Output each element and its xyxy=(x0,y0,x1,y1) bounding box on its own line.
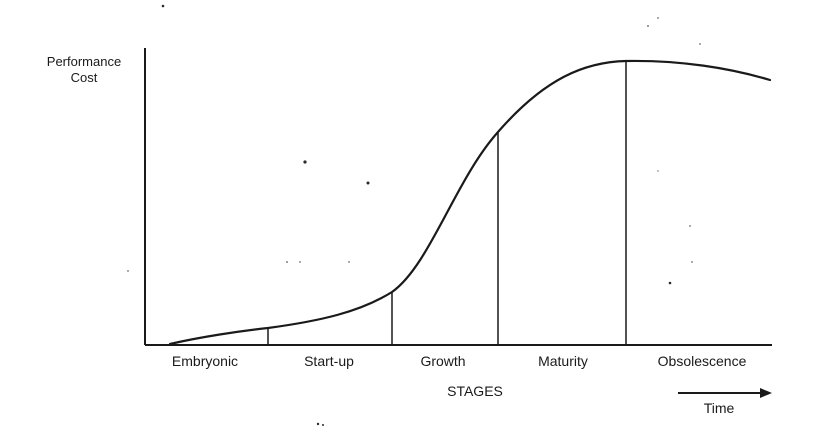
stage-label-start-up: Start-up xyxy=(304,353,354,369)
y-axis-label-line-2: Cost xyxy=(71,70,98,85)
time-arrow-icon xyxy=(678,388,772,398)
stage-label-embryonic: Embryonic xyxy=(172,353,238,369)
y-axis-label-line-1: Performance xyxy=(47,54,121,69)
life-cycle-curve xyxy=(168,59,772,346)
scan-noise-specks xyxy=(127,4,701,426)
stage-label-maturity: Maturity xyxy=(538,353,588,369)
x-axis-label: STAGES xyxy=(447,383,503,399)
stage-label-obsolescence: Obsolescence xyxy=(658,353,747,369)
stage-label-growth: Growth xyxy=(420,353,465,369)
time-label: Time xyxy=(704,400,735,416)
